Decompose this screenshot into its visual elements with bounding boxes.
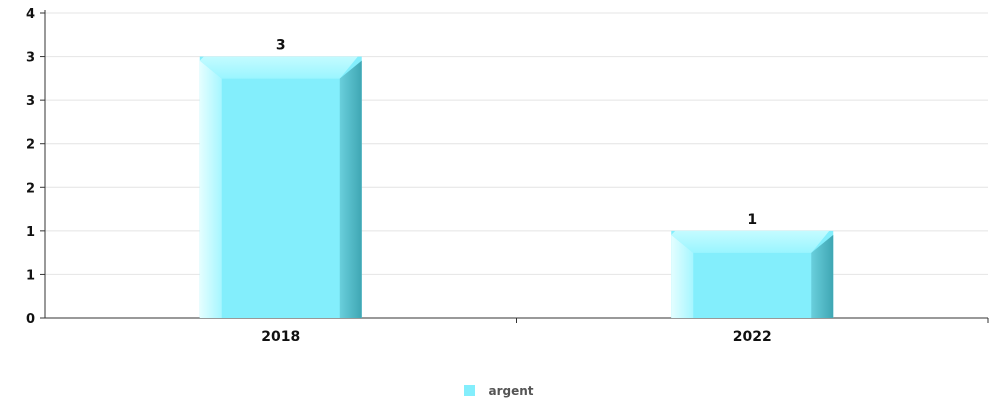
x-category-label: 2018	[261, 329, 300, 345]
y-tick-label: 4	[26, 7, 35, 22]
y-tick-label: 1	[26, 268, 35, 283]
y-tick-label: 2	[26, 181, 35, 196]
data-label: 1	[747, 212, 757, 228]
bar	[199, 56, 362, 318]
bar-top-bevel	[671, 230, 830, 253]
bar-chart: 0 1 1 2 2 3 3 4 3 2018 1 2022	[26, 7, 989, 345]
y-tick-label: 3	[26, 94, 35, 109]
bar-right-bevel	[811, 234, 834, 318]
legend-swatch	[464, 385, 476, 396]
y-tick-label: 1	[26, 225, 35, 240]
y-tick-label: 2	[26, 138, 35, 153]
x-category-label: 2022	[733, 329, 772, 345]
bar-left-bevel	[671, 234, 694, 318]
bar-right-bevel	[339, 60, 362, 318]
y-tick-label: 3	[26, 51, 35, 66]
legend-label: argent	[488, 384, 534, 398]
bar-left-bevel	[199, 60, 222, 318]
data-label: 3	[276, 38, 286, 54]
y-tick-label: 0	[26, 312, 35, 327]
legend: argent	[0, 384, 998, 398]
bar-top-bevel	[199, 56, 358, 79]
